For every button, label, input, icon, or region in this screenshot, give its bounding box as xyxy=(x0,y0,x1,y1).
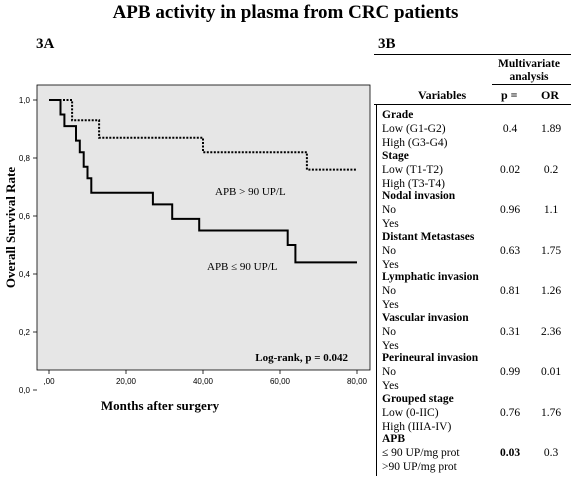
row-or-value: 1.75 xyxy=(540,244,562,257)
row-group-title: Grouped stage xyxy=(382,392,454,405)
row-category: High (T3-T4) xyxy=(382,177,445,190)
row-category: Yes xyxy=(382,218,399,230)
x-tick-label: 20,00 xyxy=(116,377,137,386)
row-category: Yes xyxy=(382,299,399,311)
row-p-value: 0.63 xyxy=(499,244,521,257)
table-left-rule xyxy=(376,104,377,476)
multivariate-rule xyxy=(492,84,571,85)
row-p-value: 0.99 xyxy=(499,366,521,378)
row-category: No xyxy=(382,366,397,378)
row-p-value: 0.96 xyxy=(499,204,521,216)
row-category: Low (T1-T2) xyxy=(382,163,443,176)
row-or-value: 0.3 xyxy=(543,447,559,459)
log-rank-annotation: Log-rank, p = 0.042 xyxy=(255,352,348,364)
plot-area xyxy=(36,84,371,371)
row-category: No xyxy=(382,325,397,338)
row-or-value: 1.89 xyxy=(540,123,562,135)
series-label-2: APB ≤ 90 UP/L xyxy=(207,261,278,273)
column-header-rule xyxy=(374,104,571,105)
panel-a-label: 3A xyxy=(36,36,55,52)
row-or-value: 0.2 xyxy=(543,163,559,176)
row-group-title: APB xyxy=(382,433,405,445)
row-group-title: Distant Metastases xyxy=(382,230,475,243)
x-axis-label: Months after surgery xyxy=(101,398,220,413)
table-row: Distant Metastases No Yes xyxy=(382,230,571,272)
series-label-1: APB > 90 UP/L xyxy=(215,186,286,198)
figure-title: APB activity in plasma from CRC patients xyxy=(112,2,459,23)
row-category: ≤ 90 UP/mg prot xyxy=(382,447,460,459)
row-group-title: Grade xyxy=(382,109,414,121)
y-tick-label: 0,0 xyxy=(19,386,31,395)
y-axis-label: Overall Survival Rate xyxy=(3,167,18,289)
x-tick-label: 40,00 xyxy=(193,377,214,386)
row-or-value: 1.1 xyxy=(543,204,559,216)
row-or-value: 0.01 xyxy=(540,366,562,378)
x-tick-label: 80,00 xyxy=(347,377,368,386)
survival-chart: 0,0 0,2 0,4 0,6 0,8 1,0 ,00 20,00 40,00 60,00 80,0… xyxy=(3,84,371,413)
row-group-title: Vascular invasion xyxy=(382,311,469,324)
row-category: Yes xyxy=(382,380,399,392)
multivariate-header: Multivariate analysis xyxy=(498,58,560,83)
series-line-1 xyxy=(49,99,357,171)
column-header-p: p = xyxy=(501,88,518,102)
row-or-value: 1.26 xyxy=(540,285,562,297)
row-p-value: 0.81 xyxy=(499,285,521,297)
table-row: Grade Low (G1-G2) High (G3-G4) xyxy=(382,108,571,150)
row-category: Yes xyxy=(382,258,399,271)
row-p-value: 0.31 xyxy=(499,325,521,338)
table-row: Stage Low (T1-T2) High (T3-T4) xyxy=(382,149,571,191)
row-category: >90 UP/mg prot xyxy=(382,461,457,473)
row-p-value: 0.76 xyxy=(499,406,521,419)
table-row: Nodal invasion No Yes xyxy=(382,189,571,231)
row-p-value: 0.03 xyxy=(499,447,521,459)
row-group-title: Stage xyxy=(382,149,409,162)
series-line-2 xyxy=(49,99,357,264)
row-category: No xyxy=(382,204,397,216)
row-group-title: Perineural invasion xyxy=(382,352,479,364)
y-tick-label: 0,4 xyxy=(19,270,31,279)
row-category: No xyxy=(382,244,397,257)
table-row: Vascular invasion No Yes xyxy=(382,311,571,353)
table-row: Perineural invasion No Yes xyxy=(382,351,571,393)
y-tick-label: 0,2 xyxy=(19,328,31,337)
y-tick-label: 1,0 xyxy=(19,96,31,105)
column-header-or: OR xyxy=(541,88,559,102)
row-category: Low (0-IIC) xyxy=(382,406,439,419)
column-header-variables: Variables xyxy=(418,88,467,102)
row-or-value: 1.76 xyxy=(540,406,562,419)
row-category: Yes xyxy=(382,339,399,352)
row-category: No xyxy=(382,285,397,297)
panel-b-label: 3B xyxy=(378,36,396,52)
x-tick-label: 60,00 xyxy=(270,377,291,386)
row-or-value: 2.36 xyxy=(540,325,562,338)
row-category: Low (G1-G2) xyxy=(382,123,446,135)
row-group-title: Lymphatic invasion xyxy=(382,271,479,283)
row-category: High (G3-G4) xyxy=(382,137,448,149)
y-tick-label: 0,8 xyxy=(19,154,31,163)
y-tick-label: 0,6 xyxy=(19,212,31,221)
row-category: High (IIIA-IV) xyxy=(382,420,452,433)
row-p-value: 0.4 xyxy=(502,123,518,135)
table-row: Grouped stage Low (0-IIC) High (IIIA-IV) xyxy=(382,392,571,434)
x-tick-label: ,00 xyxy=(43,377,55,386)
table-row: APB ≤ 90 UP/mg prot >90 UP/mg prot xyxy=(382,432,571,474)
row-group-title: Nodal invasion xyxy=(382,190,456,202)
table-top-rule xyxy=(374,54,571,55)
table-row: Lymphatic invasion No Yes xyxy=(382,270,571,312)
row-p-value: 0.02 xyxy=(499,163,521,176)
